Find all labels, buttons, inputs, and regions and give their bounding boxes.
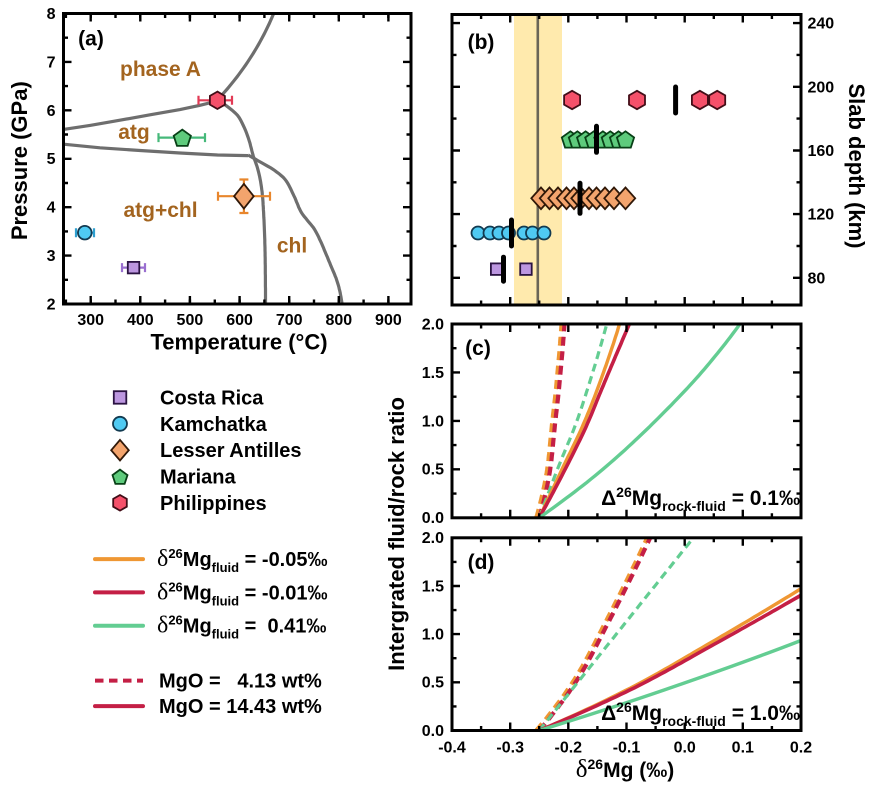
svg-text:Δ26Mgrock-fluid = 1.0‰: Δ26Mgrock-fluid = 1.0‰ <box>601 699 800 729</box>
svg-text:atg: atg <box>118 121 150 144</box>
svg-text:1.0: 1.0 <box>422 413 444 430</box>
svg-text:0.0: 0.0 <box>422 723 444 740</box>
svg-text:240: 240 <box>808 16 835 33</box>
svg-text:atg+chl: atg+chl <box>123 199 197 222</box>
svg-text:(c): (c) <box>465 337 491 360</box>
svg-text:80: 80 <box>808 270 826 287</box>
svg-text:5: 5 <box>47 151 56 168</box>
svg-text:500: 500 <box>177 312 204 329</box>
svg-text:700: 700 <box>276 312 303 329</box>
svg-text:Mariana: Mariana <box>160 467 236 489</box>
svg-text:MgO = 14.43 wt%: MgO = 14.43 wt% <box>159 696 322 718</box>
svg-text:600: 600 <box>226 312 253 329</box>
svg-text:1.5: 1.5 <box>422 578 444 595</box>
svg-text:800: 800 <box>325 312 352 329</box>
svg-text:2.0: 2.0 <box>422 316 444 333</box>
svg-text:0.0: 0.0 <box>674 740 696 757</box>
svg-text:400: 400 <box>127 312 154 329</box>
svg-text:Philippines: Philippines <box>160 493 267 515</box>
svg-text:-0.1: -0.1 <box>613 740 641 757</box>
svg-text:8: 8 <box>47 6 56 23</box>
svg-text:1.0: 1.0 <box>422 627 444 644</box>
svg-text:-0.4: -0.4 <box>438 740 466 757</box>
svg-text:Costa Rica: Costa Rica <box>160 388 264 410</box>
svg-text:chl: chl <box>277 235 307 258</box>
svg-text:Pressure (GPa): Pressure (GPa) <box>7 81 32 240</box>
svg-text:120: 120 <box>808 207 835 224</box>
svg-text:Kamchatka: Kamchatka <box>160 414 268 436</box>
svg-text:200: 200 <box>808 79 835 96</box>
svg-text:Slab depth (km): Slab depth (km) <box>844 83 869 248</box>
svg-text:(a): (a) <box>78 28 104 51</box>
svg-text:Δ26Mgrock-fluid = 0.1‰: Δ26Mgrock-fluid = 0.1‰ <box>601 484 800 514</box>
svg-text:δ26Mg (‰): δ26Mg (‰) <box>576 756 675 783</box>
svg-text:-0.2: -0.2 <box>555 740 583 757</box>
svg-text:δ26Mgfluid = -0.05‰: δ26Mgfluid = -0.05‰ <box>157 546 328 575</box>
svg-text:3: 3 <box>47 248 56 265</box>
svg-text:1.5: 1.5 <box>422 365 444 382</box>
svg-text:160: 160 <box>808 143 835 160</box>
svg-text:2.0: 2.0 <box>422 530 444 547</box>
svg-text:(d): (d) <box>468 551 495 574</box>
svg-text:0.2: 0.2 <box>790 740 812 757</box>
svg-text:Lesser Antilles: Lesser Antilles <box>160 440 302 462</box>
svg-text:6: 6 <box>47 103 56 120</box>
svg-text:-0.3: -0.3 <box>496 740 524 757</box>
svg-text:phase A: phase A <box>120 58 201 81</box>
svg-text:δ26Mgfluid = 0.41‰: δ26Mgfluid = 0.41‰ <box>157 613 326 642</box>
svg-text:(b): (b) <box>468 31 495 54</box>
svg-text:0.5: 0.5 <box>422 462 444 479</box>
svg-text:900: 900 <box>375 312 402 329</box>
svg-text:δ26Mgfluid = -0.01‰: δ26Mgfluid = -0.01‰ <box>157 579 328 608</box>
svg-text:2: 2 <box>47 297 56 314</box>
svg-text:0.5: 0.5 <box>422 675 444 692</box>
svg-text:4: 4 <box>47 200 56 217</box>
svg-text:7: 7 <box>47 54 56 71</box>
svg-text:Temperature (°C): Temperature (°C) <box>150 330 327 355</box>
svg-text:MgO = 4.13 wt%: MgO = 4.13 wt% <box>159 671 322 693</box>
svg-text:Intergrated fluid/rock ratio: Intergrated fluid/rock ratio <box>384 397 409 671</box>
svg-text:0.0: 0.0 <box>422 510 444 527</box>
svg-text:0.1: 0.1 <box>732 740 754 757</box>
svg-text:300: 300 <box>77 312 104 329</box>
